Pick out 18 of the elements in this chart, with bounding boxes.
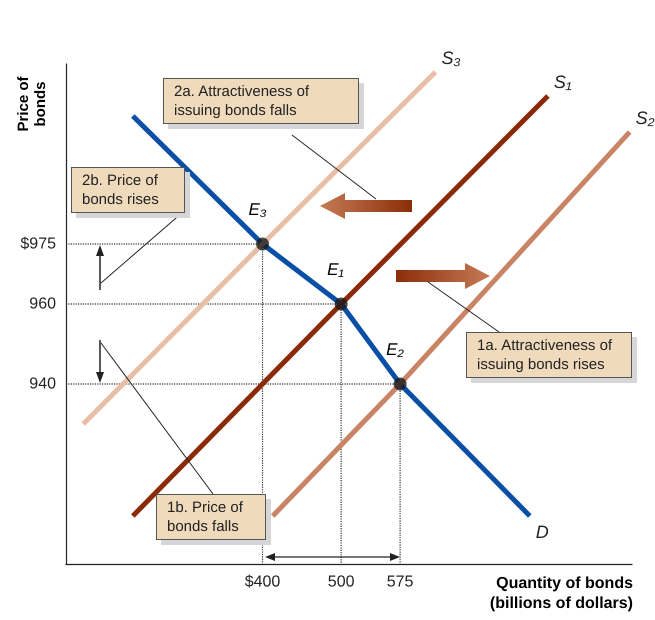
y-axis-title: Price of bonds <box>15 75 49 134</box>
y-tick-label: 940 <box>29 376 56 392</box>
point <box>256 238 270 250</box>
point <box>394 378 407 390</box>
series-label: S₃ <box>441 48 461 68</box>
series-label: D <box>536 522 549 542</box>
x-tick-label: $400 <box>244 574 280 590</box>
x-axis-title: Quantity of bonds (billions of dollars) <box>488 574 633 614</box>
x-tick-label: 575 <box>386 574 414 590</box>
annotation: E₁ <box>327 260 344 280</box>
annotation: E₂ <box>386 340 404 360</box>
series-label: S₂ <box>636 108 655 128</box>
point <box>334 298 348 310</box>
y-tick-label: $975 <box>20 236 56 252</box>
annotation: E₃ <box>248 200 267 220</box>
series-label: S₁ <box>554 72 572 92</box>
x-tick-label: 500 <box>328 574 355 590</box>
y-tick-label: 960 <box>29 296 56 312</box>
